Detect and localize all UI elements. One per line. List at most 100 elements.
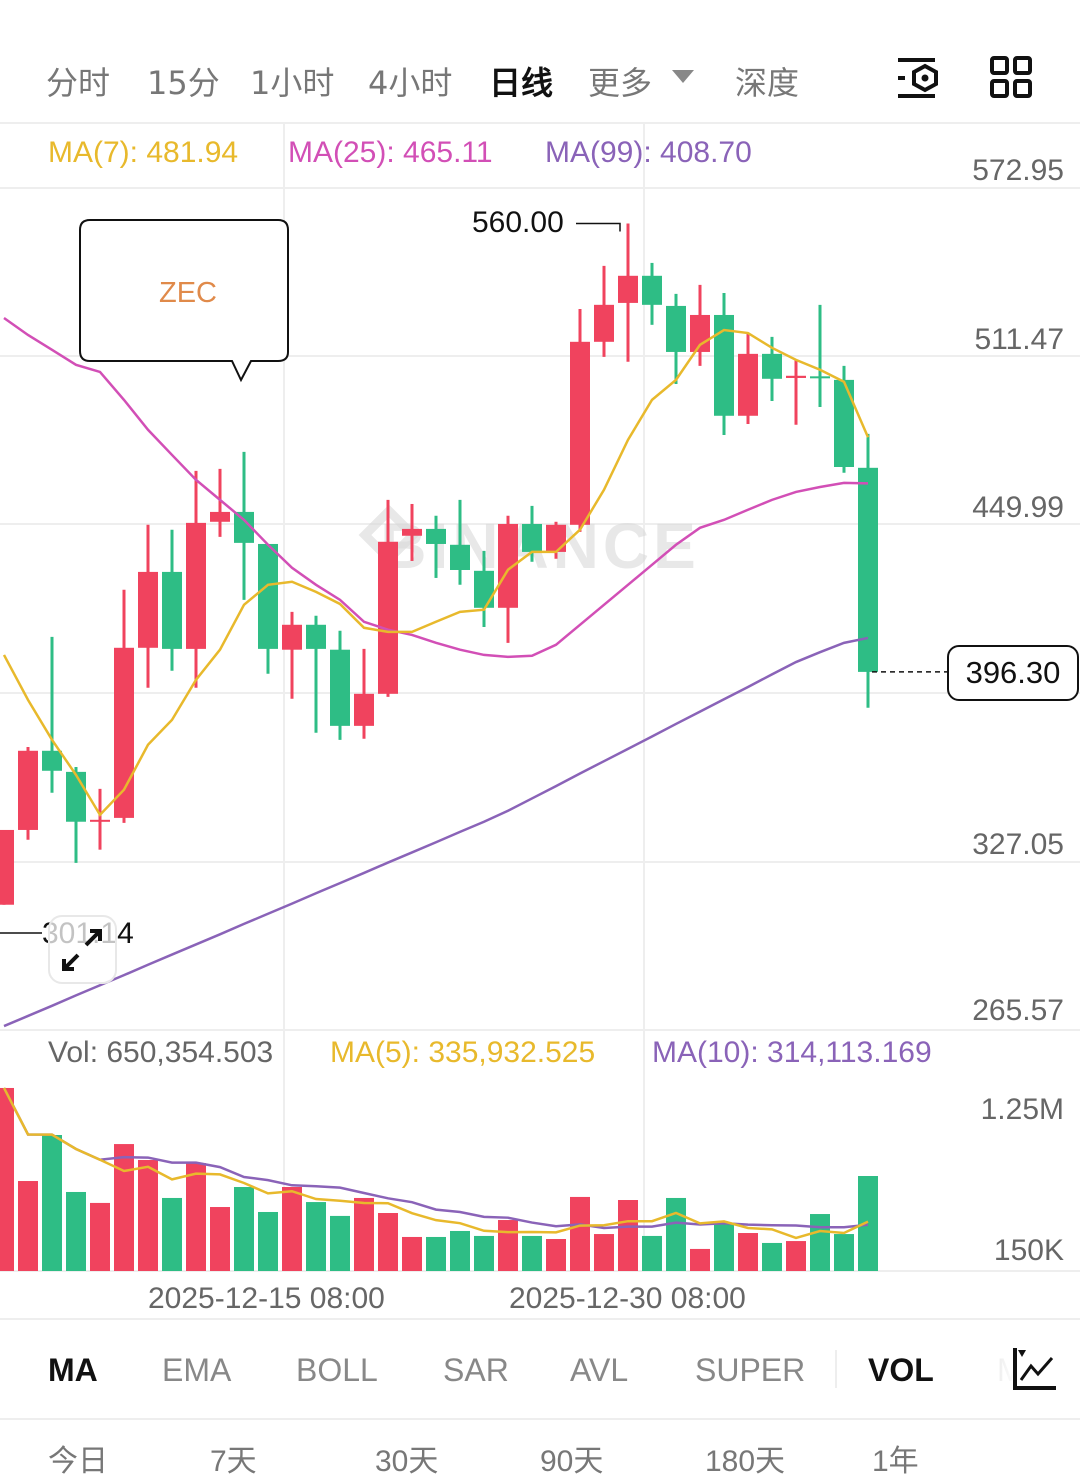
range-30d[interactable]: 30天	[375, 1445, 439, 1478]
candle-body	[186, 522, 206, 649]
candle-body	[474, 570, 494, 608]
indicator-divider	[0, 1318, 1080, 1320]
high-price-marker: 560.00	[472, 206, 564, 239]
candle-body	[618, 275, 638, 303]
candle-body	[330, 649, 350, 726]
tab-4h[interactable]: 4小时	[368, 64, 453, 102]
volume-bar	[810, 1214, 830, 1271]
candle-body	[570, 341, 590, 525]
volume-bar	[42, 1135, 62, 1271]
candle-body	[18, 750, 38, 830]
candle-body	[282, 624, 302, 650]
annotation-text: ZEC	[159, 277, 217, 309]
volume-bar	[282, 1187, 302, 1271]
indicator-boll[interactable]: BOLL	[296, 1352, 378, 1388]
ma99-line	[3, 636, 869, 1028]
tab-1h[interactable]: 1小时	[250, 64, 335, 102]
volume-bar	[642, 1235, 662, 1271]
indicator-ma[interactable]: MA	[48, 1352, 98, 1388]
candle-body	[402, 528, 422, 536]
volume-bar	[66, 1191, 86, 1271]
candle-body	[234, 511, 254, 543]
range-7d[interactable]: 7天	[210, 1445, 257, 1478]
volume-bar	[594, 1234, 614, 1271]
price-axis-label: 265.57	[972, 994, 1064, 1027]
price-axis-label: 572.95	[972, 154, 1064, 187]
volume-bar	[690, 1248, 710, 1271]
kline-chart[interactable]: BINANCE	[0, 0, 1080, 1447]
expand-icon	[62, 929, 102, 971]
indicator-sar[interactable]: SAR	[443, 1352, 509, 1388]
candle-body	[378, 541, 398, 694]
tab-timeshare[interactable]: 分时	[46, 64, 111, 102]
ma99-legend: MA(99): 408.70	[545, 136, 752, 169]
volume-ma5-legend: MA(5): 335,932.525	[330, 1036, 596, 1069]
volume-bar	[162, 1197, 182, 1271]
candle-body	[858, 467, 878, 672]
chart-settings-icon[interactable]	[895, 56, 941, 100]
candle-body	[786, 375, 806, 378]
volume-bar	[138, 1159, 158, 1271]
indicator-separator	[835, 1350, 837, 1388]
candle-body	[306, 624, 326, 649]
candle-body	[162, 571, 182, 649]
grid-layout-icon[interactable]	[990, 56, 1032, 98]
indicator-avl[interactable]: AVL	[570, 1352, 629, 1388]
volume-bar	[834, 1234, 854, 1271]
candle-body	[834, 379, 854, 467]
volume-bar	[546, 1239, 566, 1271]
volume-bar	[738, 1233, 758, 1271]
candle-body	[810, 376, 830, 379]
volume-bar	[186, 1163, 206, 1271]
indicator-super[interactable]: SUPER	[695, 1352, 806, 1388]
range-90d[interactable]: 90天	[540, 1445, 604, 1478]
tab-depth[interactable]: 深度	[735, 64, 800, 102]
candle-body	[138, 571, 158, 648]
volume-bar	[666, 1197, 686, 1271]
header-divider	[0, 122, 1080, 124]
ma7-legend: MA(7): 481.94	[48, 136, 239, 169]
candle-body	[666, 305, 686, 352]
candle-body	[522, 523, 542, 552]
ma25-legend: MA(25): 465.11	[288, 136, 493, 169]
candle-body	[0, 829, 14, 905]
volume-bar	[426, 1236, 446, 1271]
candle-body	[450, 544, 470, 570]
volume-axis-label: 1.25M	[980, 1093, 1064, 1126]
current-price-label: 396.30	[947, 645, 1079, 701]
annotation-callout[interactable]	[78, 218, 292, 384]
candle-body	[642, 275, 662, 305]
chevron-down-icon[interactable]	[672, 70, 694, 83]
high-marker-line	[576, 222, 621, 232]
candle-body	[594, 304, 614, 342]
volume-bar	[378, 1213, 398, 1271]
volume-legend: Vol: 650,354.503	[48, 1036, 274, 1069]
tab-more[interactable]: 更多	[588, 64, 653, 102]
volume-bar	[498, 1220, 518, 1271]
volume-bar	[90, 1202, 110, 1271]
volume-ma10-legend: MA(10): 314,113.169	[652, 1036, 932, 1069]
volume-bar	[450, 1230, 470, 1271]
date-label: 2025-12-30 08:00	[509, 1282, 746, 1315]
candle-body	[426, 528, 446, 544]
expand-chart-button[interactable]	[48, 915, 117, 984]
range-divider	[0, 1418, 1080, 1420]
range-180d[interactable]: 180天	[705, 1445, 786, 1478]
range-1y[interactable]: 1年	[872, 1445, 919, 1478]
candle-body	[546, 524, 566, 552]
price-axis-label: 449.99	[972, 491, 1064, 524]
indicator-settings-icon[interactable]	[1012, 1346, 1058, 1392]
volume-bar	[570, 1196, 590, 1271]
volume-bar	[0, 1087, 14, 1271]
candle-body	[738, 353, 758, 416]
indicator-ema[interactable]: EMA	[162, 1352, 232, 1388]
candle-body	[714, 314, 734, 416]
tab-15m[interactable]: 15分	[147, 64, 220, 102]
candle-body	[498, 523, 518, 608]
indicator-vol[interactable]: VOL	[868, 1352, 934, 1388]
candle-body	[762, 353, 782, 379]
tab-1d[interactable]: 日线	[489, 64, 554, 102]
volume-bar	[210, 1207, 230, 1271]
range-today[interactable]: 今日	[48, 1445, 108, 1478]
volume-axis-label: 150K	[993, 1234, 1064, 1267]
